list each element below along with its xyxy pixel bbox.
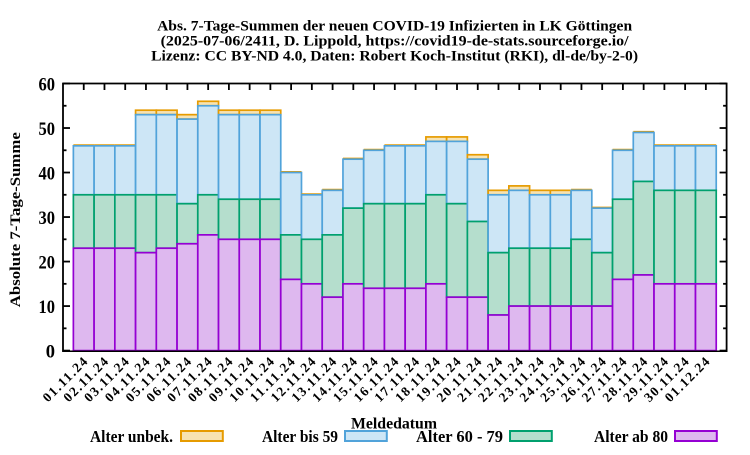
svg-text:Alter ab 80: Alter ab 80 [594,427,668,446]
svg-text:Absolute 7-Tage-Summe: Absolute 7-Tage-Summe [8,132,24,307]
svg-text:Meldedatum: Meldedatum [351,416,438,433]
svg-text:Lizenz: CC BY-ND 4.0, Daten: R: Lizenz: CC BY-ND 4.0, Daten: Robert Koch… [151,49,638,65]
svg-text:20: 20 [39,254,56,274]
svg-text:40: 40 [39,165,56,185]
svg-text:50: 50 [39,120,56,140]
svg-text:Alter 60 - 79: Alter 60 - 79 [416,427,503,446]
svg-text:Abs. 7-Tage-Summen der neuen C: Abs. 7-Tage-Summen der neuen COVID-19 In… [157,19,633,35]
svg-text:Alter bis 59: Alter bis 59 [262,427,338,446]
svg-text:30: 30 [39,209,56,229]
svg-text:(2025-07-06/2411, D. Lippold,: (2025-07-06/2411, D. Lippold, https://co… [161,34,630,50]
svg-text:60: 60 [39,76,56,96]
svg-text:0: 0 [46,343,55,363]
svg-text:10: 10 [39,298,56,318]
svg-text:Alter unbek.: Alter unbek. [90,427,173,446]
